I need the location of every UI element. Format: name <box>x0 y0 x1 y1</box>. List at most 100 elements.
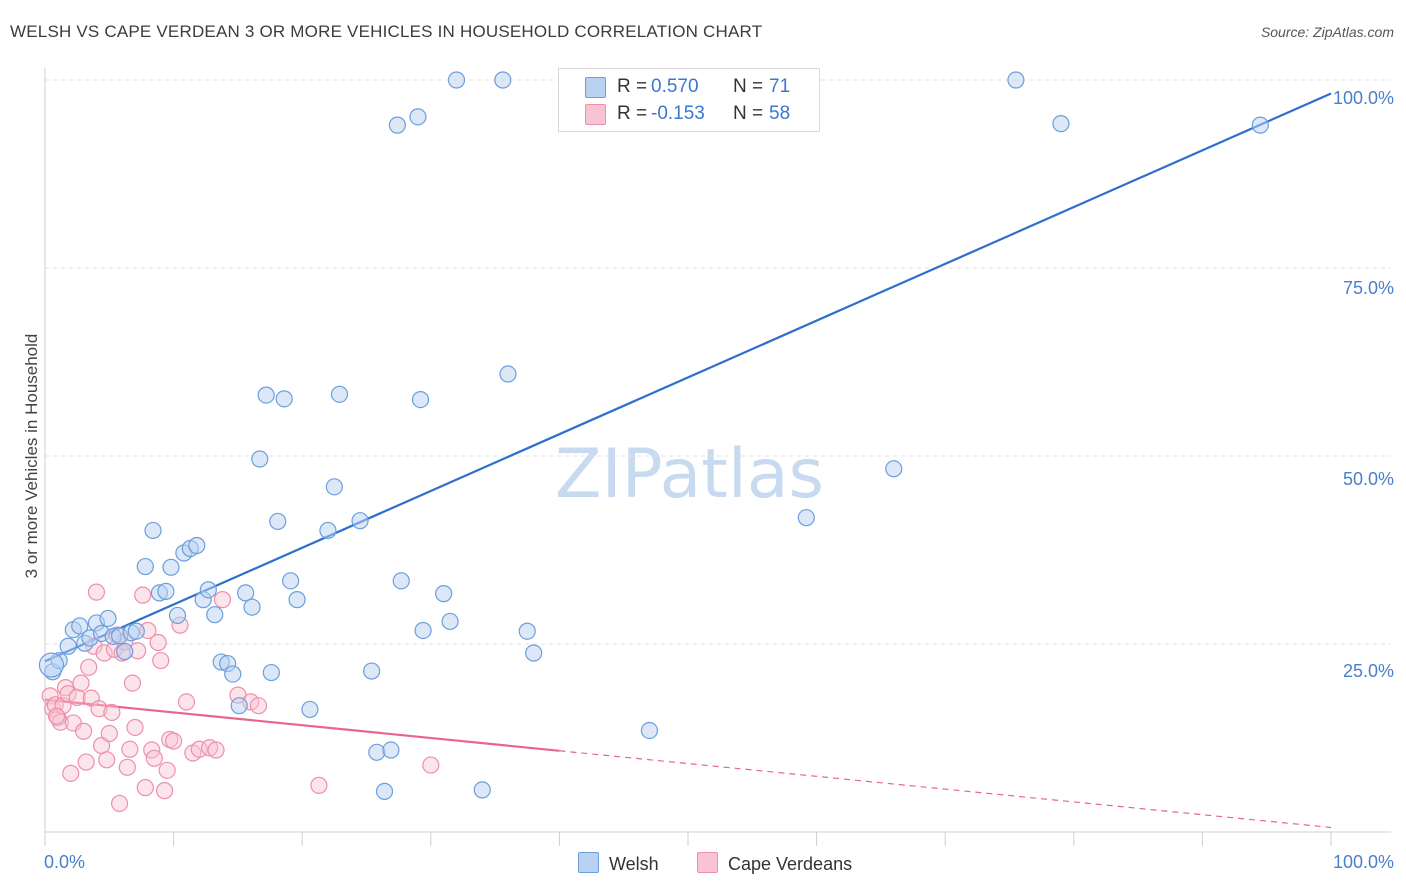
cape-verdeans-swatch <box>585 104 606 125</box>
welsh-point <box>411 391 430 409</box>
axes <box>44 68 1391 846</box>
welsh-point <box>525 644 543 662</box>
x-tick-label-0: 0.0% <box>44 852 86 872</box>
welsh-point <box>414 621 432 640</box>
welsh-point <box>518 622 536 640</box>
y-tick-label-75: 75.0% <box>1342 278 1394 298</box>
legend-n-label: N = <box>733 103 764 124</box>
welsh-point <box>375 782 394 800</box>
welsh-point <box>288 591 306 609</box>
welsh-point <box>1052 115 1070 133</box>
cape-verdean-point <box>98 751 116 769</box>
cape-verdean-point <box>47 707 66 725</box>
welsh-point <box>330 385 349 403</box>
welsh-legend-label: Welsh <box>609 854 659 874</box>
cape-verdean-point <box>95 644 113 662</box>
legend-n-value: 71 <box>769 76 791 97</box>
welsh-point <box>59 637 77 655</box>
chart-title: WELSH VS CAPE VERDEAN 3 OR MORE VEHICLES… <box>10 22 763 41</box>
legend-row-welsh: R = 0.570 N = 71 <box>559 74 819 100</box>
cape-verdean-trend-extension <box>559 750 1332 829</box>
cape-verdean-point <box>177 693 196 711</box>
welsh-trend-line <box>44 92 1332 663</box>
y-tick-label-50: 50.0% <box>1342 469 1394 489</box>
cape-verdean-point <box>207 741 225 759</box>
welsh-point <box>640 721 659 740</box>
watermark-zip: ZIP <box>555 435 660 514</box>
cape-verdean-point <box>126 718 144 737</box>
welsh-point <box>382 741 400 759</box>
cape-verdean-point <box>87 583 106 601</box>
welsh-point <box>168 606 187 625</box>
welsh-point <box>473 781 491 799</box>
welsh-point <box>262 663 280 682</box>
welsh-point <box>230 697 248 715</box>
cape-verdean-point <box>123 674 142 692</box>
welsh-point <box>388 116 406 134</box>
welsh-point <box>237 584 255 602</box>
cape-verdean-point <box>149 633 167 652</box>
cape-verdean-point <box>201 739 219 757</box>
cape-verdean-point <box>68 688 86 706</box>
cape-verdean-point <box>77 753 95 771</box>
cape-verdean-point <box>121 740 139 758</box>
welsh-point <box>127 622 145 640</box>
welsh-point <box>885 460 903 478</box>
cape-verdean-point <box>41 687 59 705</box>
welsh-point <box>1007 71 1025 89</box>
welsh-point <box>435 585 453 603</box>
welsh-point <box>136 557 154 576</box>
trend-lines <box>44 92 1332 829</box>
bottom-legend-cape-verdeans: Cape Verdeans <box>697 852 852 875</box>
y-axis-label: 3 or more Vehicles in Household <box>22 333 41 579</box>
cape-verdean-point <box>145 749 163 767</box>
welsh-point <box>251 450 269 468</box>
welsh-point <box>116 642 134 661</box>
legend-r-value: -0.153 <box>651 103 705 124</box>
y-tick-label-25: 25.0% <box>1342 661 1394 681</box>
correlation-legend: R = 0.570 N = 71 R = -0.153 N = 58 <box>558 68 820 132</box>
data-points <box>38 71 1269 813</box>
welsh-point <box>99 609 117 628</box>
welsh-point <box>1251 116 1269 134</box>
cape-verdean-point <box>100 724 118 743</box>
welsh-point <box>257 386 275 404</box>
welsh-point <box>162 558 180 576</box>
welsh-swatch <box>585 77 606 98</box>
welsh-point <box>499 365 517 383</box>
legend-n-label: N = <box>733 76 764 97</box>
legend-row-cape-verdeans: R = -0.153 N = 58 <box>559 101 819 127</box>
cape-verdean-point <box>59 685 77 703</box>
welsh-point <box>71 617 89 635</box>
cape-verdean-point <box>422 756 440 774</box>
welsh-point <box>392 572 410 590</box>
welsh-point <box>441 612 459 631</box>
welsh-point <box>494 71 512 89</box>
welsh-point <box>409 108 427 126</box>
cape-verdean-point <box>136 779 154 797</box>
welsh-point <box>447 71 466 89</box>
welsh-point <box>199 581 217 599</box>
cape-verdean-point <box>165 732 183 750</box>
welsh-point <box>224 665 242 683</box>
welsh-point <box>363 662 381 680</box>
welsh-legend-swatch <box>578 852 599 873</box>
welsh-point <box>269 512 287 531</box>
bottom-legend-welsh: Welsh <box>578 852 659 875</box>
cape-verdean-point <box>62 764 80 782</box>
welsh-point <box>38 652 65 678</box>
cape-verdeans-legend-label: Cape Verdeans <box>728 854 853 874</box>
welsh-point <box>351 512 369 530</box>
cape-verdean-point <box>249 697 268 715</box>
y-tick-label-100: 100.0% <box>1332 88 1394 108</box>
cape-verdean-trend-line <box>44 698 560 752</box>
cape-verdean-point <box>155 782 174 800</box>
cape-verdean-point <box>80 658 98 676</box>
welsh-point <box>797 509 815 527</box>
welsh-point <box>368 743 386 761</box>
welsh-point <box>282 572 300 590</box>
legend-n-value: 58 <box>769 103 791 124</box>
welsh-point <box>243 598 261 616</box>
cape-verdean-point <box>310 776 328 794</box>
